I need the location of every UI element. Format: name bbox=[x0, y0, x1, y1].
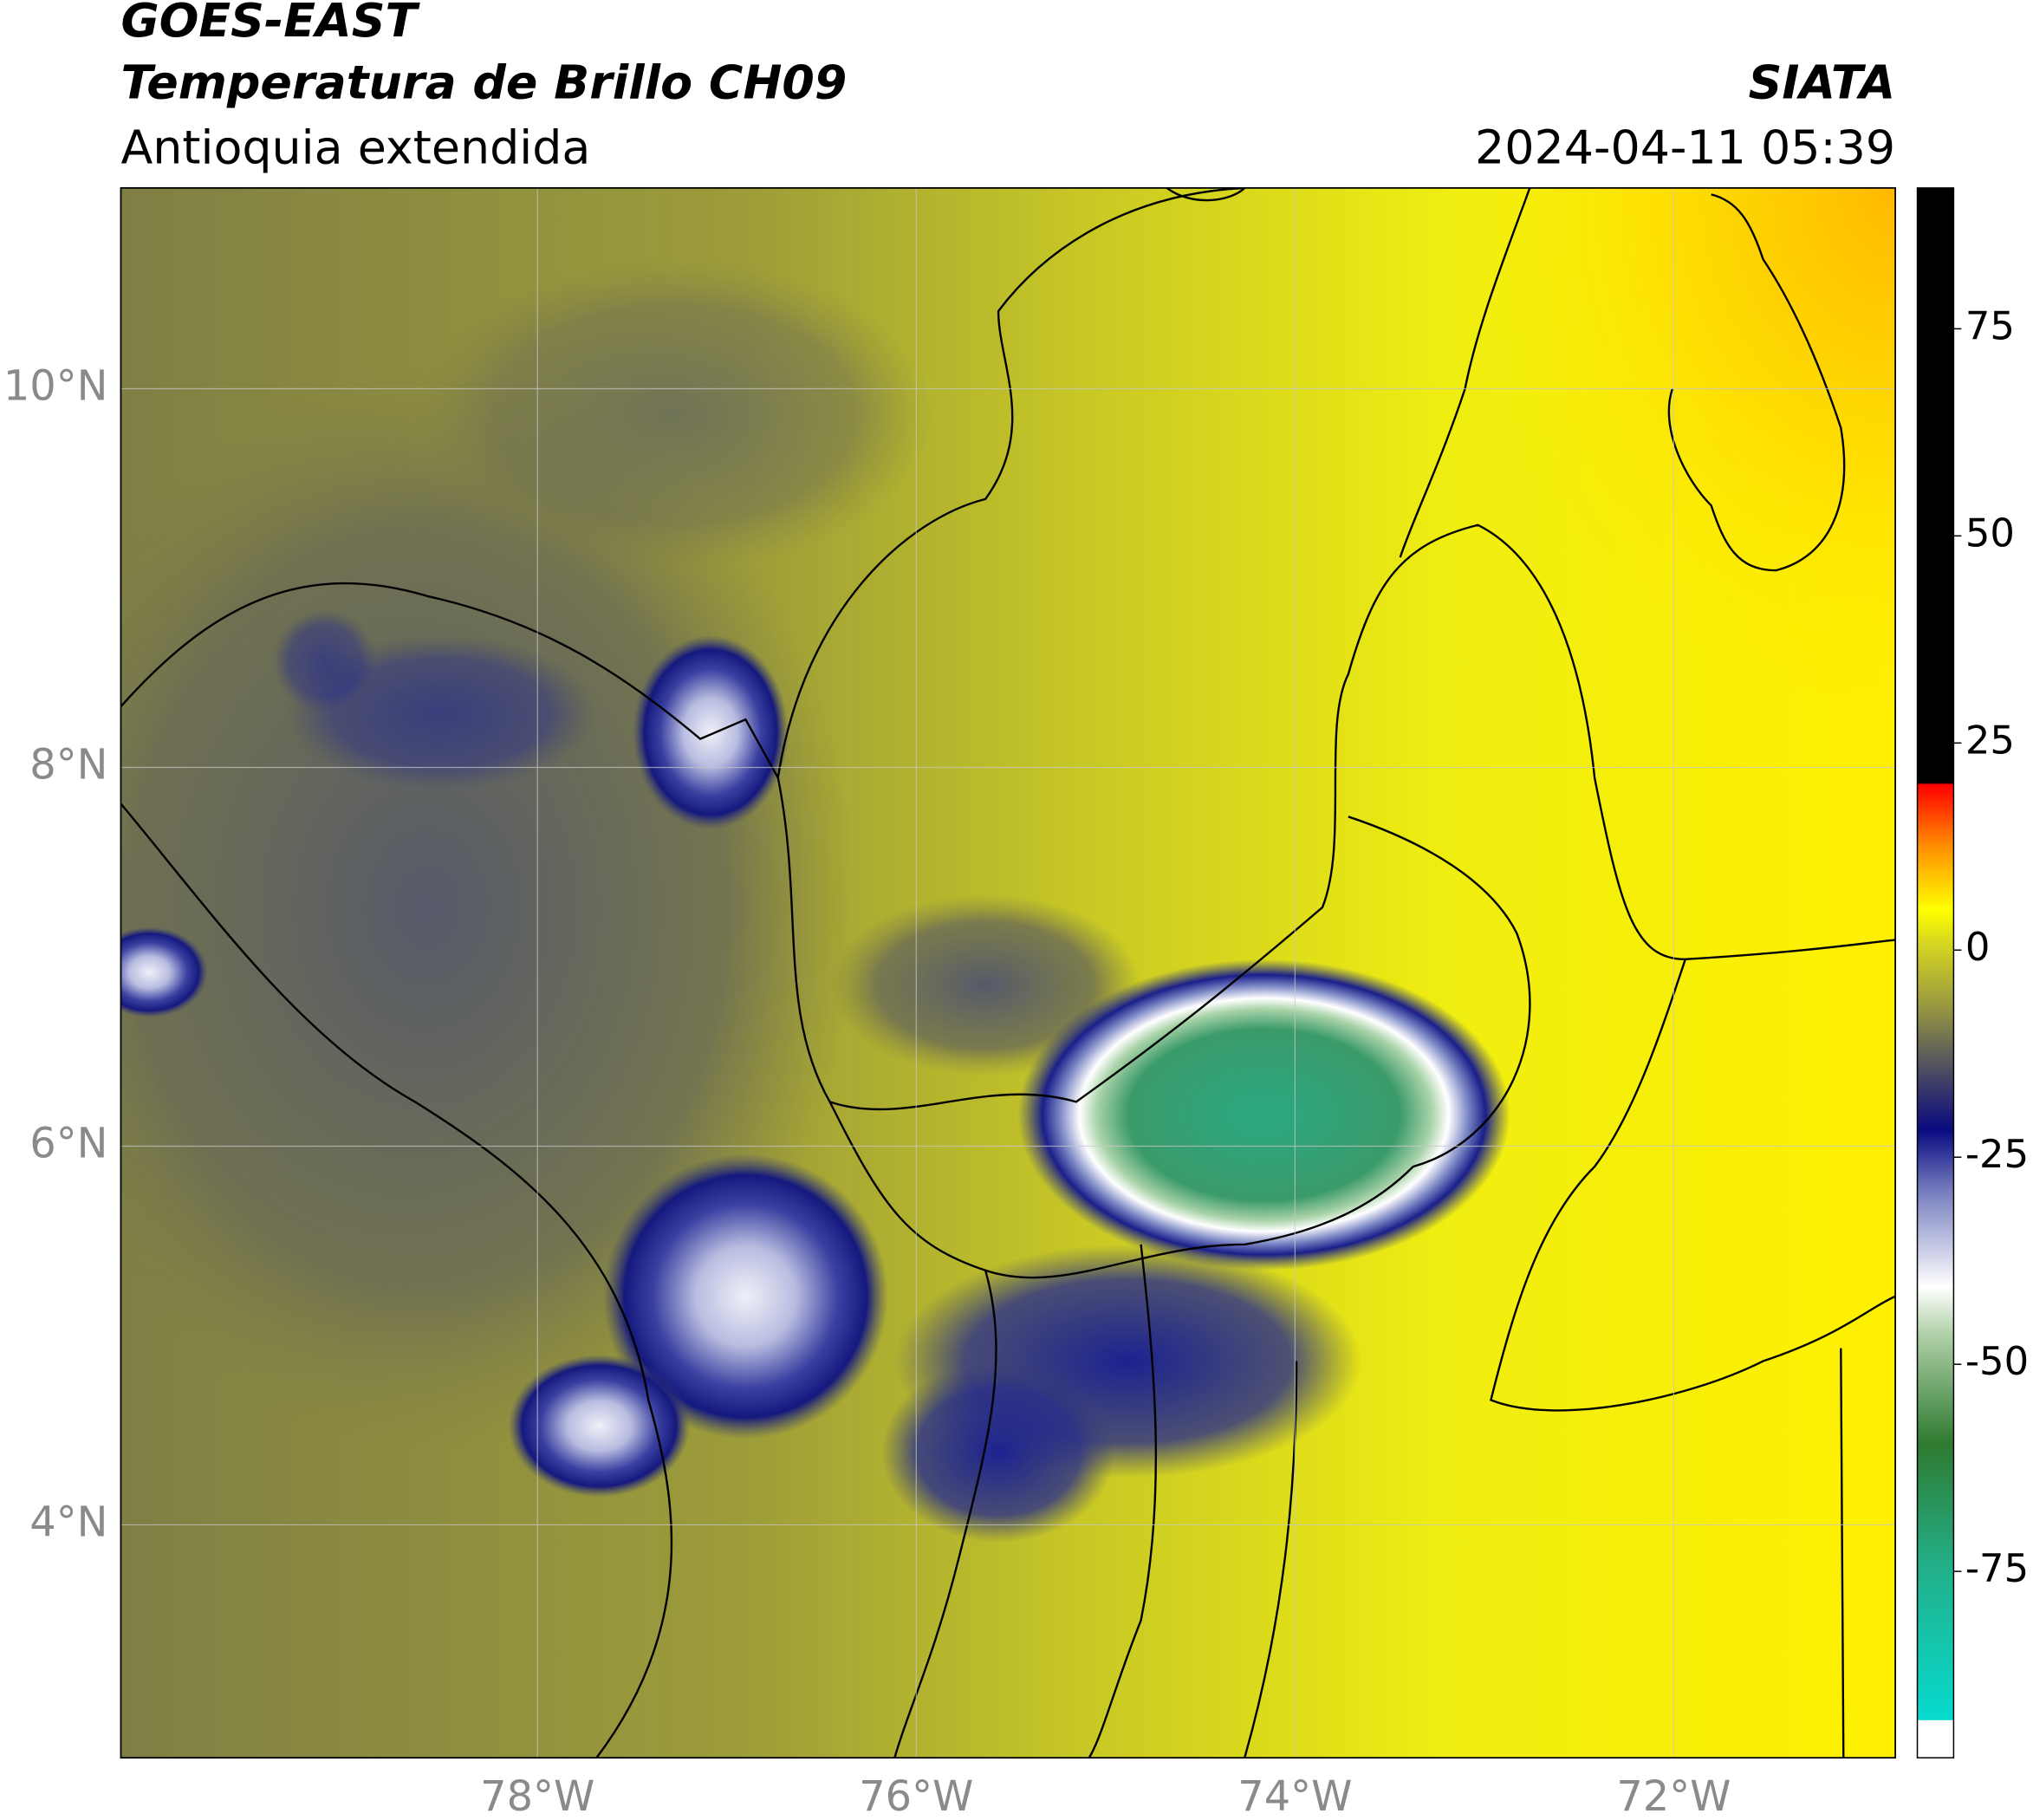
colorbar-frame bbox=[1916, 187, 1955, 1758]
colorbar-tick-label: -25 bbox=[1965, 1131, 2029, 1177]
y-tick-label: 6°N bbox=[29, 1120, 107, 1167]
colorbar bbox=[1917, 187, 1954, 1758]
y-tick-label: 10°N bbox=[3, 362, 108, 410]
x-tick-label: 76°W bbox=[859, 1773, 973, 1820]
satellite-image bbox=[120, 187, 1896, 1758]
source: SIATA bbox=[1749, 55, 1896, 110]
x-tick-label: 78°W bbox=[480, 1773, 594, 1820]
colorbar-tick-label: 25 bbox=[1965, 717, 2015, 763]
colorbar-tick-label: 0 bbox=[1965, 924, 1991, 970]
x-tick-label: 72°W bbox=[1616, 1773, 1731, 1820]
x-tick-label: 74°W bbox=[1237, 1773, 1352, 1820]
map-frame bbox=[120, 186, 1896, 1759]
region: Antioquia extendida bbox=[120, 120, 590, 174]
y-tick-label: 8°N bbox=[29, 741, 107, 789]
datetime: 2024-04-11 05:39 bbox=[1475, 120, 1895, 174]
colorbar-tick-label: 50 bbox=[1965, 510, 2015, 556]
grid bbox=[120, 187, 1896, 1758]
colorbar-tick-label: 75 bbox=[1965, 302, 2015, 348]
title: GOES-EAST bbox=[120, 0, 420, 48]
subtitle: Temperatura de Brillo CH09 bbox=[120, 55, 847, 110]
colorbar-low bbox=[1917, 1719, 1954, 1758]
colorbar-tick-label: -75 bbox=[1965, 1545, 2029, 1591]
y-tick-label: 4°N bbox=[29, 1498, 107, 1546]
colorbar-tick-label: -50 bbox=[1965, 1338, 2029, 1384]
